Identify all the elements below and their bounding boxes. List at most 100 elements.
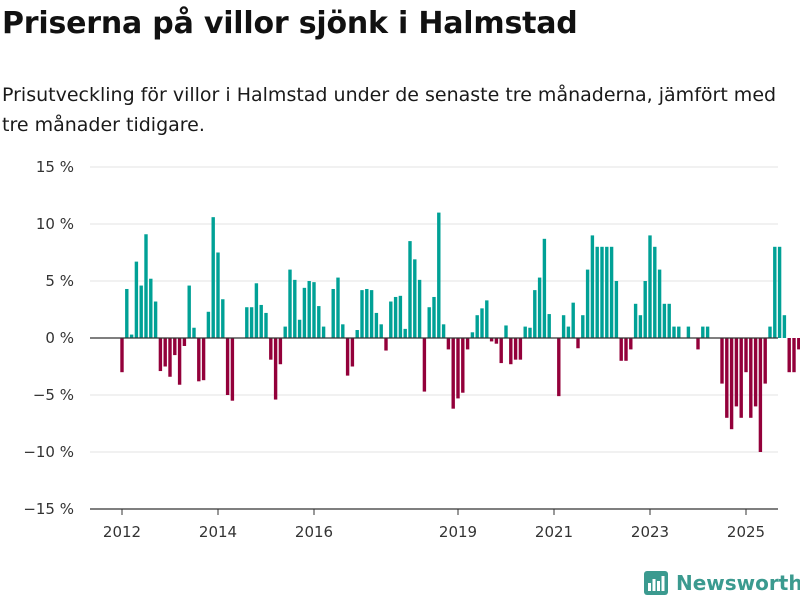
- bar: [408, 241, 412, 338]
- bar: [677, 326, 681, 338]
- bar: [561, 315, 566, 338]
- bar: [384, 338, 388, 351]
- x-tick-label: 2016: [295, 523, 333, 541]
- bar: [168, 338, 172, 377]
- bar: [120, 338, 124, 373]
- bar: [283, 326, 287, 338]
- bar: [264, 312, 268, 338]
- bar: [744, 338, 748, 373]
- y-tick-label: 5 %: [45, 272, 74, 290]
- newsworthy-logo[interactable]: Newsworthy: [644, 568, 800, 598]
- bar: [470, 332, 475, 338]
- bar: [197, 338, 201, 382]
- bar: [576, 338, 580, 349]
- bar: [768, 326, 772, 338]
- bar: [624, 338, 628, 361]
- bar: [739, 338, 743, 418]
- bar: [192, 327, 196, 338]
- bar: [369, 290, 374, 338]
- bar: [667, 303, 671, 338]
- bar: [288, 269, 292, 338]
- bar: [417, 279, 422, 338]
- bar: [355, 330, 359, 338]
- bar: [403, 328, 407, 338]
- bar: [465, 338, 470, 350]
- bar: [158, 338, 163, 372]
- bar: [221, 299, 225, 338]
- bar: [657, 269, 662, 338]
- bar: [211, 217, 215, 338]
- chart-title: Priserna på villor sjönk i Halmstad: [2, 6, 578, 41]
- bar: [518, 338, 523, 360]
- bar: [533, 290, 537, 338]
- bar: [456, 338, 460, 399]
- bar: [259, 304, 263, 338]
- bar: [336, 277, 340, 338]
- y-tick-label: −10 %: [23, 443, 74, 461]
- bar: [542, 238, 547, 338]
- bar: [230, 338, 235, 401]
- bar: [273, 338, 278, 400]
- bar: [461, 338, 465, 393]
- bar: [480, 308, 484, 338]
- bar: [331, 288, 335, 338]
- bar: [307, 281, 311, 338]
- bar: [144, 234, 148, 338]
- y-tick-label: 0 %: [45, 329, 74, 347]
- x-tick-label: 2012: [103, 523, 141, 541]
- bar: [129, 334, 134, 338]
- bar: [763, 338, 767, 384]
- bar: [177, 338, 182, 385]
- bar: [523, 326, 527, 338]
- bar: [797, 338, 800, 350]
- bar: [528, 327, 532, 338]
- bar-chart-logo-icon: [644, 571, 668, 595]
- bar: [278, 338, 283, 365]
- bar: [187, 285, 191, 338]
- x-tick-label: 2021: [535, 523, 573, 541]
- bar: [216, 252, 220, 338]
- bar: [134, 261, 139, 338]
- bar: [701, 326, 705, 338]
- bar: [547, 314, 551, 338]
- bar: [254, 283, 259, 338]
- bar: [360, 290, 364, 338]
- bar: [441, 324, 446, 338]
- bar: [446, 338, 451, 350]
- x-tick-label: 2014: [199, 523, 237, 541]
- bar: [672, 326, 676, 338]
- bar: [302, 287, 307, 338]
- bar: [475, 315, 479, 338]
- bar: [600, 246, 604, 338]
- bar: [662, 303, 667, 338]
- bar: [297, 319, 302, 338]
- bar: [590, 235, 595, 338]
- chart-subtitle: Prisutveckling för villor i Halmstad und…: [2, 84, 777, 136]
- bar: [686, 326, 691, 338]
- bar: [293, 279, 297, 338]
- bar: [753, 338, 758, 407]
- bar: [792, 338, 796, 373]
- bar: [629, 338, 633, 350]
- brand-name: Newsworthy: [676, 571, 800, 595]
- x-tick-label: 2023: [631, 523, 669, 541]
- bar: [451, 338, 455, 409]
- bar: [777, 246, 782, 338]
- bar: [605, 246, 609, 338]
- bar: [504, 325, 508, 338]
- bar: [633, 303, 638, 338]
- bar: [182, 338, 187, 346]
- bar: [614, 281, 619, 338]
- x-tick-label: 2019: [439, 523, 477, 541]
- bar: [566, 326, 571, 338]
- y-tick-label: 10 %: [36, 215, 74, 233]
- bar: [153, 301, 158, 338]
- bar: [581, 315, 585, 338]
- y-tick-label: −5 %: [33, 386, 74, 404]
- bar: [571, 302, 575, 338]
- bar: [393, 296, 398, 338]
- bar: [653, 246, 657, 338]
- bar: [245, 307, 249, 338]
- bar: [317, 306, 321, 338]
- bar: [749, 338, 753, 418]
